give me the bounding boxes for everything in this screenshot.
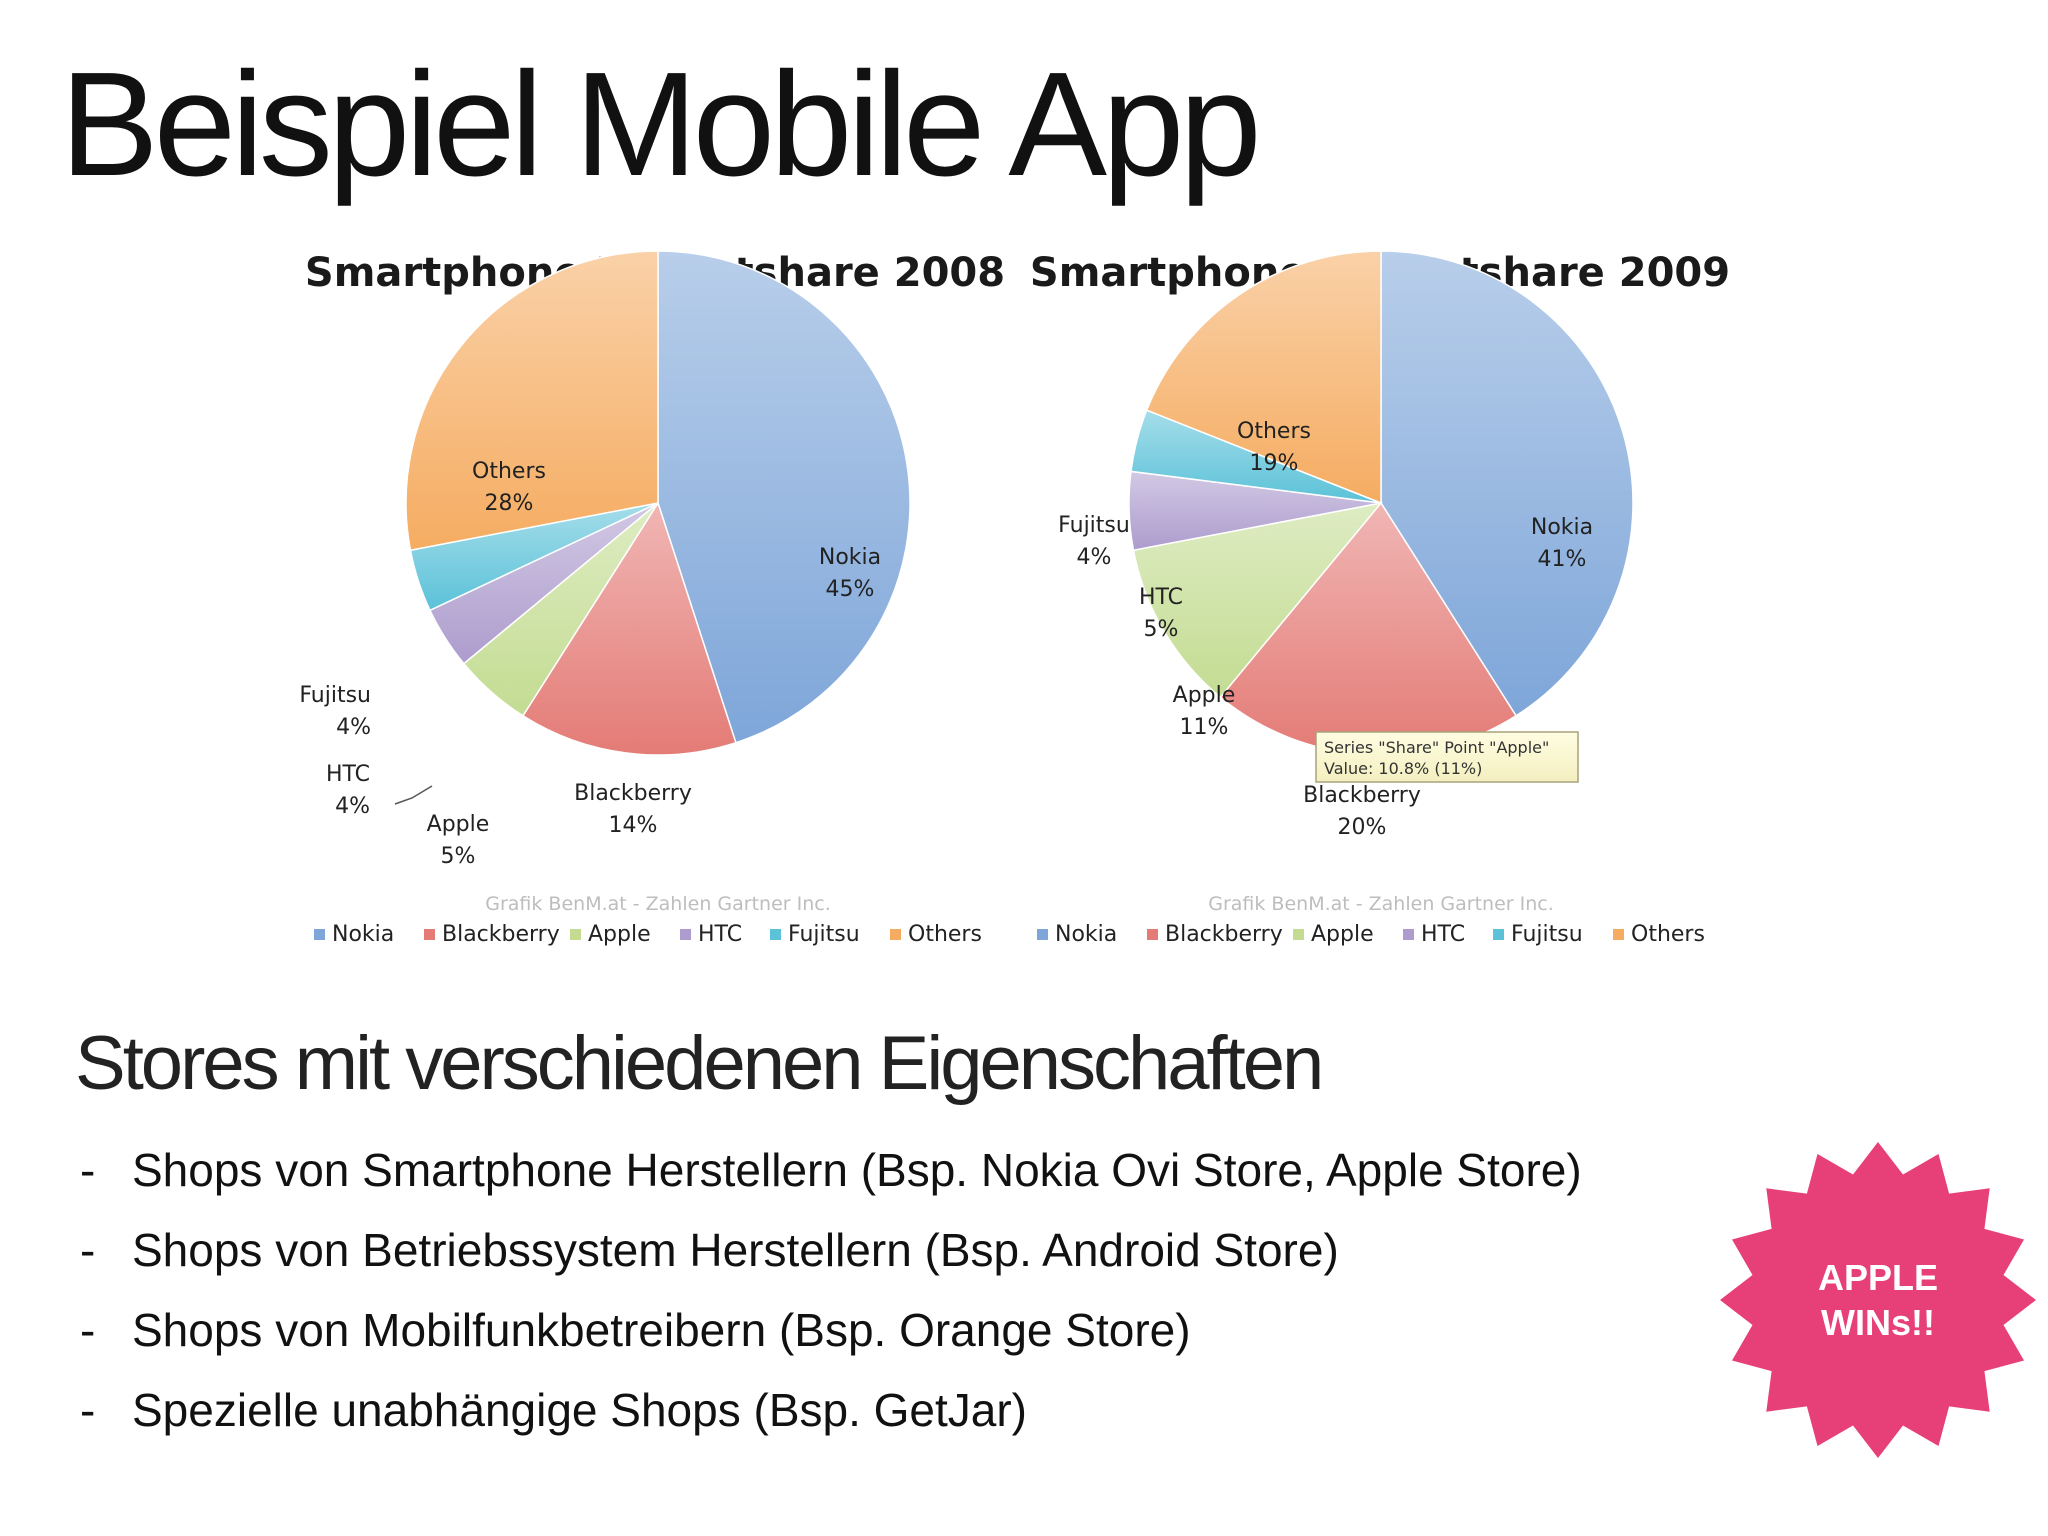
bullet-marker: - bbox=[80, 1304, 96, 1356]
legend-swatch-fujitsu bbox=[1493, 929, 1504, 940]
legend-label-fujitsu: Fujitsu bbox=[1511, 922, 1583, 947]
tooltip-box bbox=[1315, 731, 1579, 783]
legend-swatch-nokia bbox=[1037, 929, 1048, 940]
slice-label-apple: Apple bbox=[1173, 683, 1236, 708]
slice-value-others: 19% bbox=[1250, 451, 1299, 476]
slice-label-others: Others bbox=[1237, 419, 1311, 444]
legend-swatch-blackberry bbox=[1147, 929, 1158, 940]
pie-charts: Nokia 45% Blackberry 14% Apple 5% HTC 4% Fujitsu… bbox=[299, 250, 1705, 947]
slice-label-htc: HTC bbox=[326, 762, 370, 787]
legend-swatch-apple bbox=[570, 929, 581, 940]
bullet-item: - Shops von Smartphone Herstellern (Bsp. … bbox=[80, 1130, 1582, 1210]
slice-label-nokia: Nokia bbox=[819, 545, 881, 570]
slice-value-fujitsu: 4% bbox=[1077, 545, 1112, 570]
pie-slice-nokia bbox=[1380, 250, 1634, 717]
bullet-marker: - bbox=[80, 1384, 96, 1436]
apple-wins-badge: APPLE WINs!! bbox=[1718, 1140, 2038, 1460]
pie-slice-blackberry bbox=[521, 501, 737, 756]
legend-swatch-nokia bbox=[314, 929, 325, 940]
starburst-polygon bbox=[1720, 1142, 2036, 1458]
tooltip-line-2: Value: 10.8% (11%) bbox=[1324, 759, 1482, 778]
slice-value-apple: 5% bbox=[441, 844, 476, 869]
legend-label-blackberry: Blackberry bbox=[1165, 922, 1283, 947]
chart-legend: Nokia Blackberry Apple HTC Fujitsu Others bbox=[314, 922, 982, 947]
slice-value-htc: 5% bbox=[1144, 617, 1179, 642]
slice-value-nokia: 45% bbox=[826, 577, 875, 602]
bullet-text: Shops von Mobilfunkbetreibern (Bsp. Oran… bbox=[132, 1304, 1191, 1356]
legend-swatch-htc bbox=[1403, 929, 1414, 940]
bullet-marker: - bbox=[80, 1224, 96, 1276]
slice-value-blackberry: 14% bbox=[609, 813, 658, 838]
slice-label-apple: Apple bbox=[427, 812, 490, 837]
slide-title: Beispiel Mobile App bbox=[60, 42, 1262, 207]
htc-leader-line bbox=[394, 785, 433, 805]
legend-swatch-htc bbox=[680, 929, 691, 940]
legend-swatch-fujitsu bbox=[770, 929, 781, 940]
legend-label-htc: HTC bbox=[698, 922, 742, 947]
legend-label-htc: HTC bbox=[1421, 922, 1465, 947]
legend-label-apple: Apple bbox=[588, 922, 651, 947]
bullet-list: - Shops von Smartphone Herstellern (Bsp. … bbox=[80, 1130, 1582, 1450]
legend-swatch-apple bbox=[1293, 929, 1304, 940]
slice-value-apple: 11% bbox=[1180, 715, 1229, 740]
pie-slice-nokia bbox=[657, 250, 911, 744]
badge-text: APPLE WINs!! bbox=[1718, 1140, 2038, 1460]
legend-label-nokia: Nokia bbox=[1055, 922, 1117, 947]
slice-label-nokia: Nokia bbox=[1531, 515, 1593, 540]
slice-label-htc: HTC bbox=[1139, 585, 1183, 610]
pie-slice-others bbox=[1145, 250, 1382, 505]
pie-slice-apple bbox=[1132, 501, 1383, 699]
bullet-item: - Shops von Mobilfunkbetreibern (Bsp. Ora… bbox=[80, 1290, 1582, 1370]
chart-tooltip: Series "Share" Point "Apple" Value: 10.8%… bbox=[1315, 731, 1579, 783]
bullet-text: Shops von Betriebssystem Herstellern (Bs… bbox=[132, 1224, 1339, 1276]
legend-label-others: Others bbox=[908, 922, 982, 947]
bullet-item: - Shops von Betriebssystem Herstellern (B… bbox=[80, 1210, 1582, 1290]
slice-label-others: Others bbox=[472, 459, 546, 484]
section-subtitle: Stores mit verschiedenen Eigenschaften bbox=[75, 1021, 1324, 1106]
legend-label-nokia: Nokia bbox=[332, 922, 394, 947]
slice-label-fujitsu: Fujitsu bbox=[1058, 513, 1130, 538]
tooltip-line-1: Series "Share" Point "Apple" bbox=[1324, 738, 1549, 757]
slice-label-blackberry: Blackberry bbox=[1303, 783, 1421, 808]
legend-swatch-blackberry bbox=[424, 929, 435, 940]
slice-label-fujitsu: Fujitsu bbox=[299, 683, 371, 708]
bullet-marker: - bbox=[80, 1144, 96, 1196]
pie-chart-2009: Nokia 41% Blackberry 20% Apple 11% HTC 5% Fujits… bbox=[1037, 250, 1705, 947]
bullet-text: Shops von Smartphone Herstellern (Bsp. N… bbox=[132, 1144, 1582, 1196]
slice-value-blackberry: 20% bbox=[1338, 815, 1387, 840]
slice-label-blackberry: Blackberry bbox=[574, 781, 692, 806]
legend-label-fujitsu: Fujitsu bbox=[788, 922, 860, 947]
pie-chart-2008: Nokia 45% Blackberry 14% Apple 5% HTC 4% Fujitsu… bbox=[299, 250, 982, 947]
legend-label-others: Others bbox=[1631, 922, 1705, 947]
bullet-text: Spezielle unabhängige Shops (Bsp. GetJar… bbox=[132, 1384, 1028, 1436]
starburst-shape bbox=[1720, 1142, 2036, 1458]
bullet-item: - Spezielle unabhängige Shops (Bsp. GetJa… bbox=[80, 1370, 1582, 1450]
chart-legend: Nokia Blackberry Apple HTC Fujitsu Others bbox=[1037, 922, 1705, 947]
slice-value-htc: 4% bbox=[335, 794, 370, 819]
legend-label-blackberry: Blackberry bbox=[442, 922, 560, 947]
legend-swatch-others bbox=[1613, 929, 1624, 940]
slice-value-nokia: 41% bbox=[1538, 547, 1587, 572]
legend-swatch-others bbox=[890, 929, 901, 940]
badge-line-2: WINs!! bbox=[1821, 1302, 1935, 1343]
slice-value-others: 28% bbox=[485, 491, 534, 516]
chart-credit: Grafik BenM.at - Zahlen Gartner Inc. bbox=[1208, 893, 1554, 915]
pie-slice-others bbox=[405, 250, 659, 552]
slice-value-fujitsu: 4% bbox=[336, 715, 371, 740]
chart-credit: Grafik BenM.at - Zahlen Gartner Inc. bbox=[485, 893, 831, 915]
badge-line-1: APPLE bbox=[1817, 1257, 1939, 1298]
legend-label-apple: Apple bbox=[1311, 922, 1374, 947]
